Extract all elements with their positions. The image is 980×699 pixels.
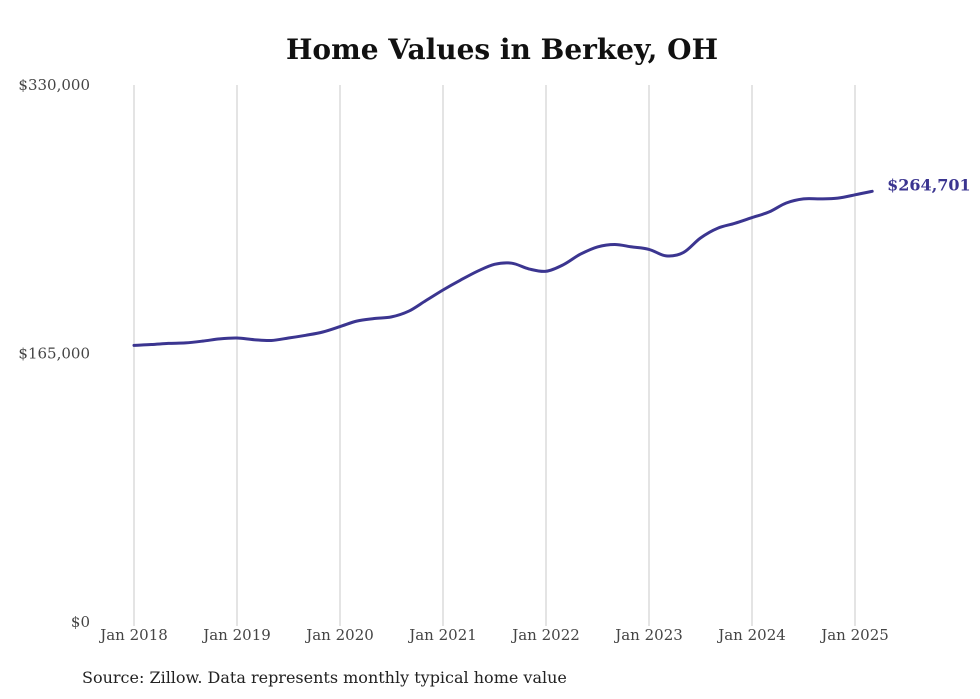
chart-title: Home Values in Berkey, OH bbox=[286, 33, 718, 66]
x-tick-label: Jan 2022 bbox=[510, 626, 580, 644]
x-tick-label: Jan 2021 bbox=[407, 626, 477, 644]
end-value-label: $264,701 bbox=[887, 175, 971, 194]
x-tick-label: Jan 2025 bbox=[819, 626, 889, 644]
series-line-home-value bbox=[132, 189, 874, 347]
x-tick-label: Jan 2023 bbox=[613, 626, 683, 644]
x-tick-label: Jan 2019 bbox=[201, 626, 271, 644]
x-tick-label: Jan 2018 bbox=[98, 626, 168, 644]
x-tick-label: Jan 2020 bbox=[304, 626, 374, 644]
source-note: Source: Zillow. Data represents monthly … bbox=[82, 668, 567, 687]
x-tick-label: Jan 2024 bbox=[716, 626, 786, 644]
y-tick-label: $165,000 bbox=[18, 345, 90, 363]
y-axis-tick-labels: $0 $165,000 $330,000 bbox=[18, 76, 90, 631]
x-axis-tick-labels: Jan 2018 Jan 2019 Jan 2020 Jan 2021 Jan 2022… bbox=[98, 626, 889, 644]
chart-gridlines bbox=[133, 85, 856, 626]
y-tick-label: $330,000 bbox=[18, 76, 90, 94]
y-tick-label: $0 bbox=[71, 613, 90, 631]
